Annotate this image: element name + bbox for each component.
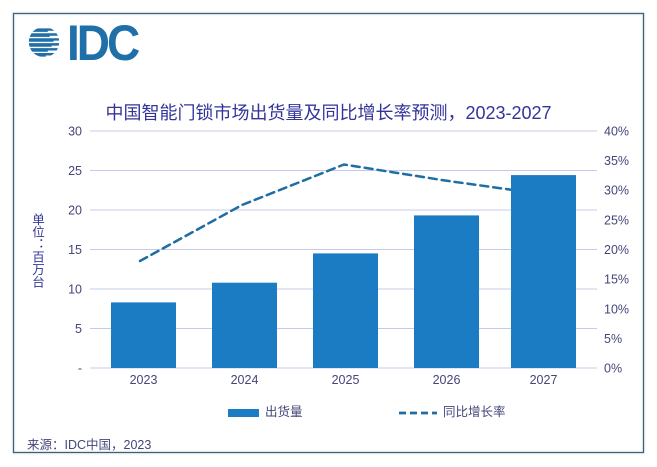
svg-text:0%: 0% — [604, 362, 622, 376]
svg-text:20: 20 — [68, 204, 82, 218]
svg-text:2025: 2025 — [332, 373, 360, 387]
svg-text:25%: 25% — [604, 213, 629, 227]
svg-text:25: 25 — [68, 164, 82, 178]
svg-text:20%: 20% — [604, 243, 629, 257]
svg-text:2026: 2026 — [433, 373, 461, 387]
svg-text:30%: 30% — [604, 184, 629, 198]
svg-text:2023: 2023 — [130, 373, 158, 387]
svg-text:2027: 2027 — [530, 373, 558, 387]
svg-text:40%: 40% — [604, 125, 629, 139]
svg-text:2024: 2024 — [231, 373, 259, 387]
svg-text:-: - — [78, 362, 82, 376]
svg-text:15%: 15% — [604, 273, 629, 287]
svg-text:15: 15 — [68, 243, 82, 257]
svg-text:10: 10 — [68, 283, 82, 297]
svg-text:35%: 35% — [604, 154, 629, 168]
svg-text:10%: 10% — [604, 302, 629, 316]
svg-text:30: 30 — [68, 125, 82, 139]
svg-text:5%: 5% — [604, 332, 622, 346]
svg-text:5: 5 — [75, 322, 82, 336]
